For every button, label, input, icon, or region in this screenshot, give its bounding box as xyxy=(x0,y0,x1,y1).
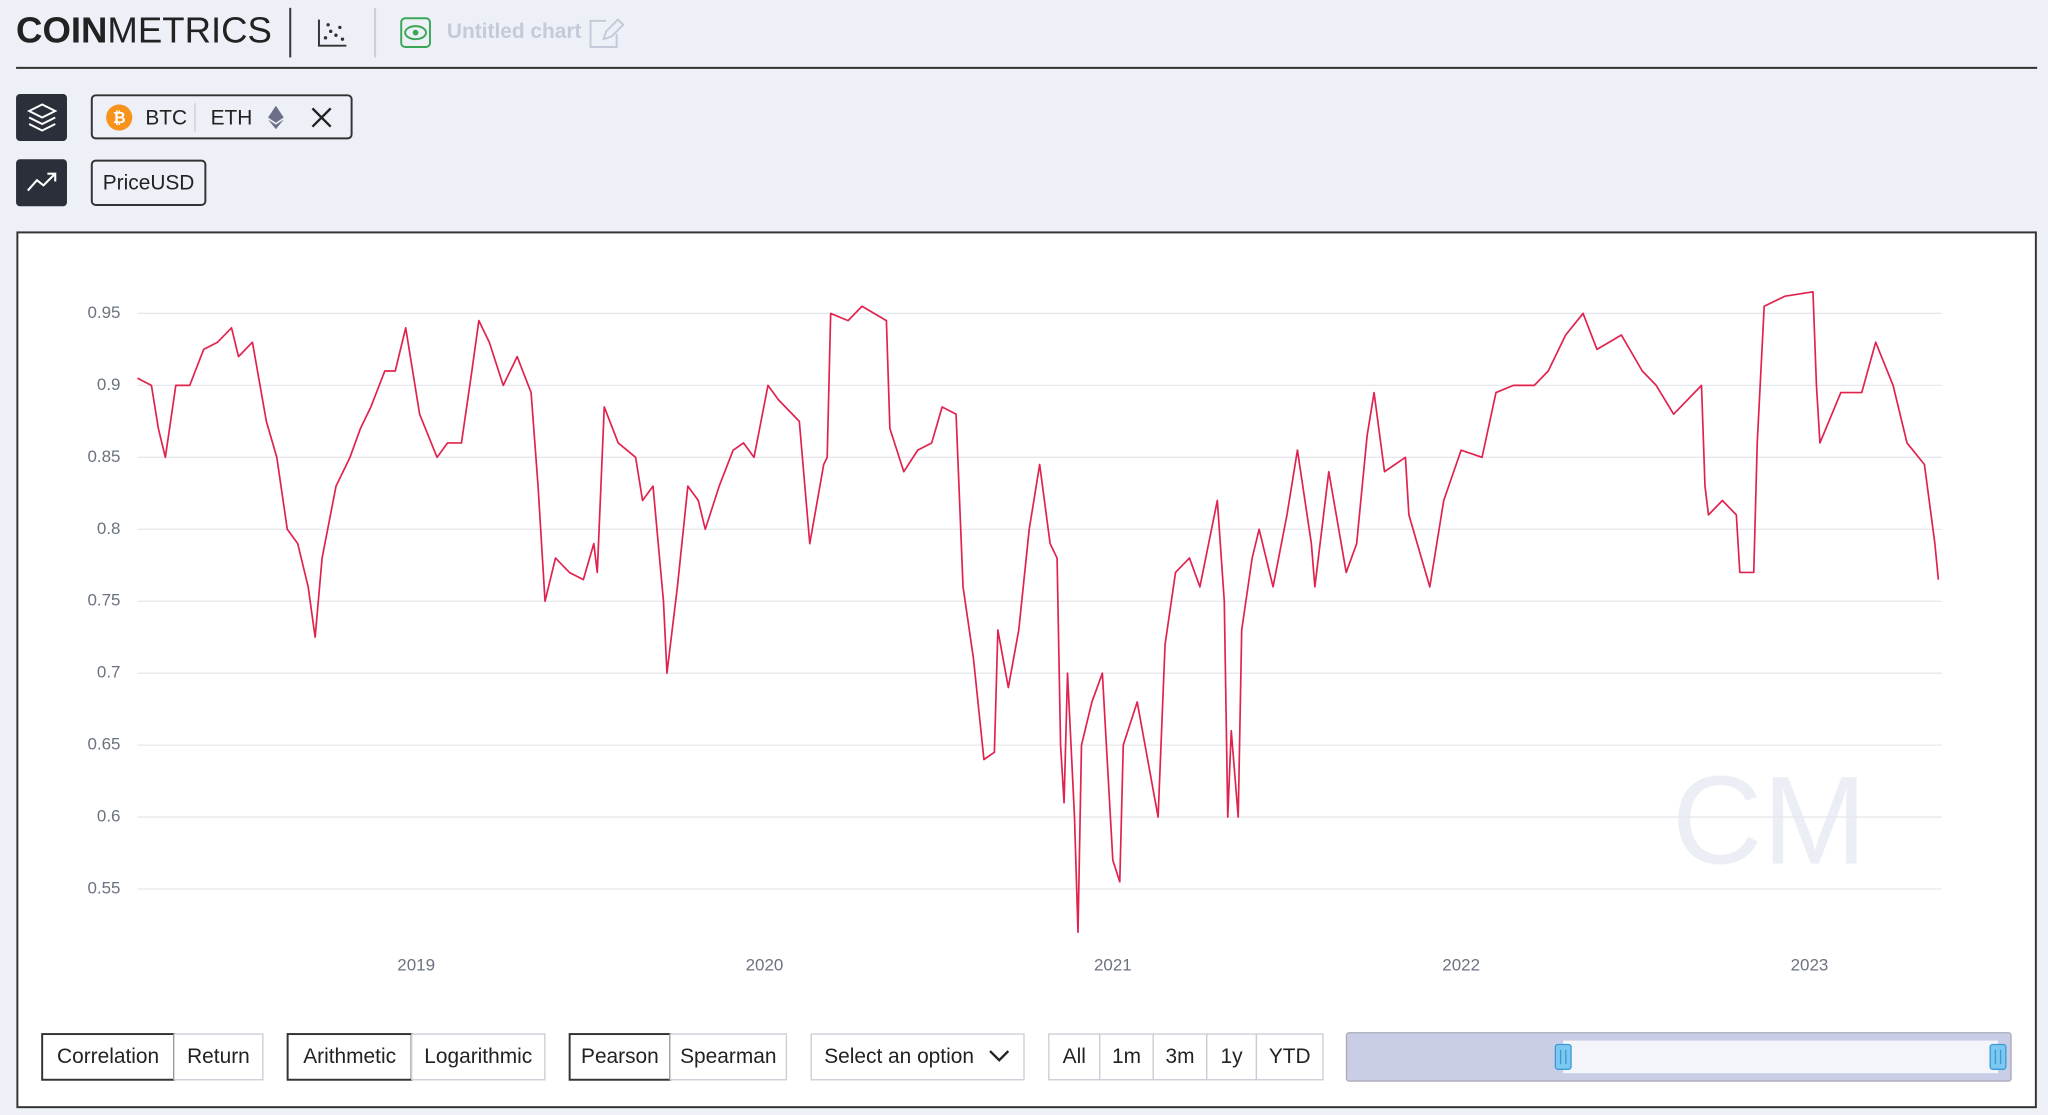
layers-button[interactable] xyxy=(16,94,67,142)
chart-panel xyxy=(16,231,2037,1109)
toggle-label: Spearman xyxy=(680,1045,776,1068)
toggle-button[interactable] xyxy=(411,1033,546,1081)
toggle-label: Arithmetic xyxy=(303,1045,396,1068)
y-tick-label: 0.95 xyxy=(87,303,120,322)
toggle-button[interactable] xyxy=(173,1033,264,1081)
asset-label: ETH xyxy=(211,106,253,129)
toggle-label: Correlation xyxy=(57,1045,159,1068)
handle-grip xyxy=(1559,1049,1567,1065)
logo-light: METRICS xyxy=(107,9,271,50)
x-tick-label: 2020 xyxy=(746,956,784,975)
range-label: All xyxy=(1063,1045,1086,1068)
range-label: 1m xyxy=(1112,1045,1141,1068)
y-tick-label: 0.65 xyxy=(87,735,120,754)
navigator-handle[interactable] xyxy=(1554,1043,1572,1070)
x-tick-label: 2022 xyxy=(1442,956,1480,975)
logo: COINMETRICS xyxy=(16,9,272,50)
watermark: CM xyxy=(1672,750,1867,890)
y-tick-label: 0.85 xyxy=(87,447,120,466)
y-tick-label: 0.6 xyxy=(97,807,121,826)
navigator-window[interactable] xyxy=(1563,1040,1998,1074)
toggle-label: Pearson xyxy=(581,1045,659,1068)
asset-chip[interactable]: ₿ xyxy=(90,94,353,140)
handle-grip xyxy=(1994,1049,2002,1065)
range-button[interactable] xyxy=(1099,1033,1154,1081)
metric-label: PriceUSD xyxy=(103,172,195,195)
toggle-label: Logarithmic xyxy=(424,1045,532,1068)
metric-chip[interactable] xyxy=(90,159,207,206)
svg-text:₿: ₿ xyxy=(113,109,126,127)
y-tick-label: 0.7 xyxy=(97,663,121,682)
data-line xyxy=(137,290,1940,934)
toggle-button[interactable] xyxy=(286,1033,413,1081)
range-button[interactable] xyxy=(1152,1033,1208,1081)
chevron-icon xyxy=(989,1050,1010,1062)
asset-label: BTC xyxy=(145,106,187,129)
y-tick-label: 0.75 xyxy=(87,591,120,610)
navigator-handle[interactable] xyxy=(1989,1043,2007,1070)
x-tick-label: 2023 xyxy=(1791,956,1829,975)
range-button[interactable] xyxy=(1255,1033,1324,1081)
toggle-button[interactable] xyxy=(41,1033,176,1081)
x-tick-label: 2019 xyxy=(397,956,435,975)
toggle-label: Return xyxy=(187,1045,250,1068)
visibility-icon[interactable] xyxy=(400,17,431,48)
metric-button[interactable] xyxy=(16,159,67,207)
scatter-icon[interactable] xyxy=(317,19,347,47)
y-tick-label: 0.55 xyxy=(87,879,120,898)
range-label: 1y xyxy=(1221,1045,1244,1068)
range-label: YTD xyxy=(1269,1045,1311,1068)
select-label: Select an option xyxy=(824,1045,974,1068)
range-label: 3m xyxy=(1166,1045,1195,1068)
y-tick-label: 0.8 xyxy=(97,519,121,538)
x-tick-label: 2021 xyxy=(1094,956,1132,975)
toggle-button[interactable] xyxy=(669,1033,788,1081)
chart-name[interactable]: Untitled chart xyxy=(447,20,582,43)
y-tick-label: 0.9 xyxy=(97,375,121,394)
edit-icon[interactable] xyxy=(589,18,625,48)
logo-bold: COIN xyxy=(16,9,107,50)
range-button[interactable] xyxy=(1048,1033,1101,1081)
select-dropdown[interactable] xyxy=(810,1033,1025,1081)
